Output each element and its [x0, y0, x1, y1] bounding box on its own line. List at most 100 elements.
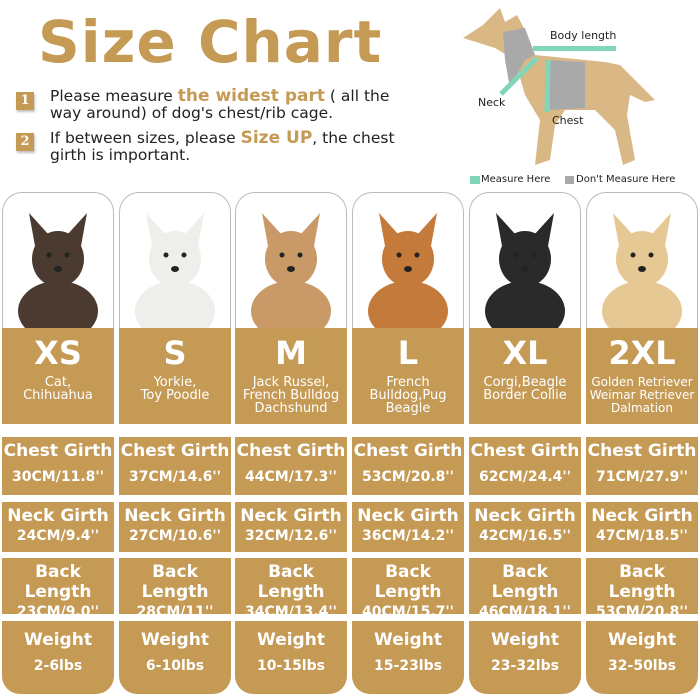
back-length-cell: Back Length 46CM/18.1'' [469, 558, 581, 620]
labrador-photo-icon [602, 213, 682, 329]
border-collie-photo-icon [485, 213, 565, 329]
westie-photo-icon [135, 213, 215, 329]
neck-girth-label: Neck Girth [591, 506, 693, 526]
breed-list: Corgi,Beagle Border Collie [483, 375, 567, 403]
chest-girth-label: Chest Girth [236, 441, 346, 461]
breed-list: Cat, Chihuahua [23, 375, 93, 403]
chest-girth-label: Chest Girth [353, 441, 463, 461]
instruction-2: If between sizes, please Size UP, the ch… [50, 130, 410, 164]
neck-girth-cell: Neck Girth 42CM/16.5'' [469, 502, 581, 552]
weight-label: Weight [257, 630, 325, 650]
weight-cell: Weight 23-32lbs [469, 621, 581, 694]
weight-cell: Weight 2-6lbs [2, 621, 114, 694]
dog-photo-card [2, 192, 114, 329]
chest-girth-cell: Chest Girth 53CM/20.8'' [352, 437, 464, 495]
instruction-1: Please measure the widest part ( all the… [50, 88, 410, 122]
neck-girth-value: 47CM/18.5'' [596, 528, 688, 544]
neck-girth-label: Neck Girth [124, 506, 226, 526]
neck-girth-cell: Neck Girth 36CM/14.2'' [352, 502, 464, 552]
back-length-value: 40CM/15.7'' [362, 604, 454, 620]
back-length-value: 34CM/13.4'' [245, 604, 337, 620]
dog-photo-card [235, 192, 347, 329]
dog-photo-card [352, 192, 464, 329]
size-label: 2XL [608, 334, 676, 372]
size-block: XL Corgi,Beagle Border Collie [469, 328, 581, 424]
neck-girth-label: Neck Girth [7, 506, 109, 526]
neck-girth-value: 32CM/12.6'' [245, 528, 337, 544]
legend-measure-here: Measure Here [481, 174, 551, 185]
weight-label: Weight [608, 630, 676, 650]
chest-girth-value: 44CM/17.3'' [245, 469, 337, 485]
weight-value: 10-15lbs [257, 658, 325, 674]
instruction-text: If between sizes, please [50, 129, 241, 147]
chest-girth-cell: Chest Girth 30CM/11.8'' [2, 437, 114, 495]
instruction-highlight: the widest part [177, 86, 325, 106]
weight-value: 6-10lbs [145, 658, 205, 674]
back-length-label: Back Length [24, 562, 92, 602]
back-length-value: 23CM/9.0'' [16, 604, 100, 620]
legend-dont-measure-here: Don't Measure Here [576, 174, 676, 185]
size-column-l: L French Bulldog,Pug Beagle Chest Girth … [352, 192, 464, 694]
dog-photo-card [586, 192, 698, 329]
neck-girth-cell: Neck Girth 32CM/12.6'' [235, 502, 347, 552]
weight-label: Weight [24, 630, 92, 650]
size-column-s: S Yorkie, Toy Poodle Chest Girth 37CM/14… [119, 192, 231, 694]
instruction-text: ( all the way around) of dog's chest/rib… [50, 87, 390, 122]
weight-label: Weight [491, 630, 559, 650]
chest-girth-cell: Chest Girth 71CM/27.9'' [586, 437, 698, 495]
size-column-xs: XS Cat, Chihuahua Chest Girth 30CM/11.8'… [2, 192, 114, 694]
back-length-cell: Back Length 40CM/15.7'' [352, 558, 464, 620]
neck-girth-cell: Neck Girth 27CM/10.6'' [119, 502, 231, 552]
size-label: S [163, 334, 187, 372]
size-label: M [275, 334, 307, 372]
weight-cell: Weight 6-10lbs [119, 621, 231, 694]
neck-girth-value: 42CM/16.5'' [479, 528, 571, 544]
neck-girth-label: Neck Girth [474, 506, 576, 526]
french-bulldog-photo-icon [251, 213, 331, 329]
size-column-xl: XL Corgi,Beagle Border Collie Chest Girt… [469, 192, 581, 694]
weight-value: 32-50lbs [608, 658, 676, 674]
breed-list: Golden Retriever Weimar Retriever Dalmat… [589, 375, 695, 415]
weight-label: Weight [141, 630, 209, 650]
back-length-cell: Back Length 28CM/11'' [119, 558, 231, 620]
size-block: L French Bulldog,Pug Beagle [352, 328, 464, 424]
chest-girth-value: 30CM/11.8'' [12, 469, 104, 485]
size-label: L [397, 334, 419, 372]
weight-value: 2-6lbs [33, 658, 83, 674]
weight-cell: Weight 15-23lbs [352, 621, 464, 694]
back-length-label: Back Length [374, 562, 442, 602]
back-length-cell: Back Length 53CM/20.8'' [586, 558, 698, 620]
step-1-badge: 1 [16, 92, 34, 110]
neck-girth-cell: Neck Girth 47CM/18.5'' [586, 502, 698, 552]
chest-girth-label: Chest Girth [120, 441, 230, 461]
size-label: XS [34, 334, 82, 372]
breed-list: Jack Russel, French Bulldog Dachshund [242, 375, 340, 416]
beagle-photo-icon [368, 213, 448, 329]
neck-girth-value: 24CM/9.4'' [16, 528, 100, 544]
size-column-2xl: 2XL Golden Retriever Weimar Retriever Da… [586, 192, 698, 694]
chest-label: Chest [552, 114, 584, 127]
back-length-value: 46CM/18.1'' [479, 604, 571, 620]
chest-girth-value: 71CM/27.9'' [596, 469, 688, 485]
back-length-value: 53CM/20.8'' [596, 604, 688, 620]
weight-value: 23-32lbs [491, 658, 559, 674]
size-block: M Jack Russel, French Bulldog Dachshund [235, 328, 347, 424]
measurement-diagram: Body length Neck Chest Measure Here Don'… [455, 0, 700, 190]
chest-girth-cell: Chest Girth 62CM/24.4'' [469, 437, 581, 495]
instruction-text: , the chest girth is important. [50, 129, 395, 164]
weight-value: 15-23lbs [374, 658, 442, 674]
neck-girth-label: Neck Girth [357, 506, 459, 526]
size-column-m: M Jack Russel, French Bulldog Dachshund … [235, 192, 347, 694]
neck-girth-cell: Neck Girth 24CM/9.4'' [2, 502, 114, 552]
chihuahua-photo-icon [18, 213, 98, 329]
breed-list: French Bulldog,Pug Beagle [369, 375, 447, 416]
back-length-cell: Back Length 34CM/13.4'' [235, 558, 347, 620]
back-length-value: 28CM/11'' [136, 604, 214, 620]
breed-list: Yorkie, Toy Poodle [140, 375, 210, 403]
weight-cell: Weight 32-50lbs [586, 621, 698, 694]
neck-label: Neck [478, 96, 506, 109]
size-block: S Yorkie, Toy Poodle [119, 328, 231, 424]
dog-photo-card [469, 192, 581, 329]
size-block: XS Cat, Chihuahua [2, 328, 114, 424]
back-length-label: Back Length [608, 562, 676, 602]
